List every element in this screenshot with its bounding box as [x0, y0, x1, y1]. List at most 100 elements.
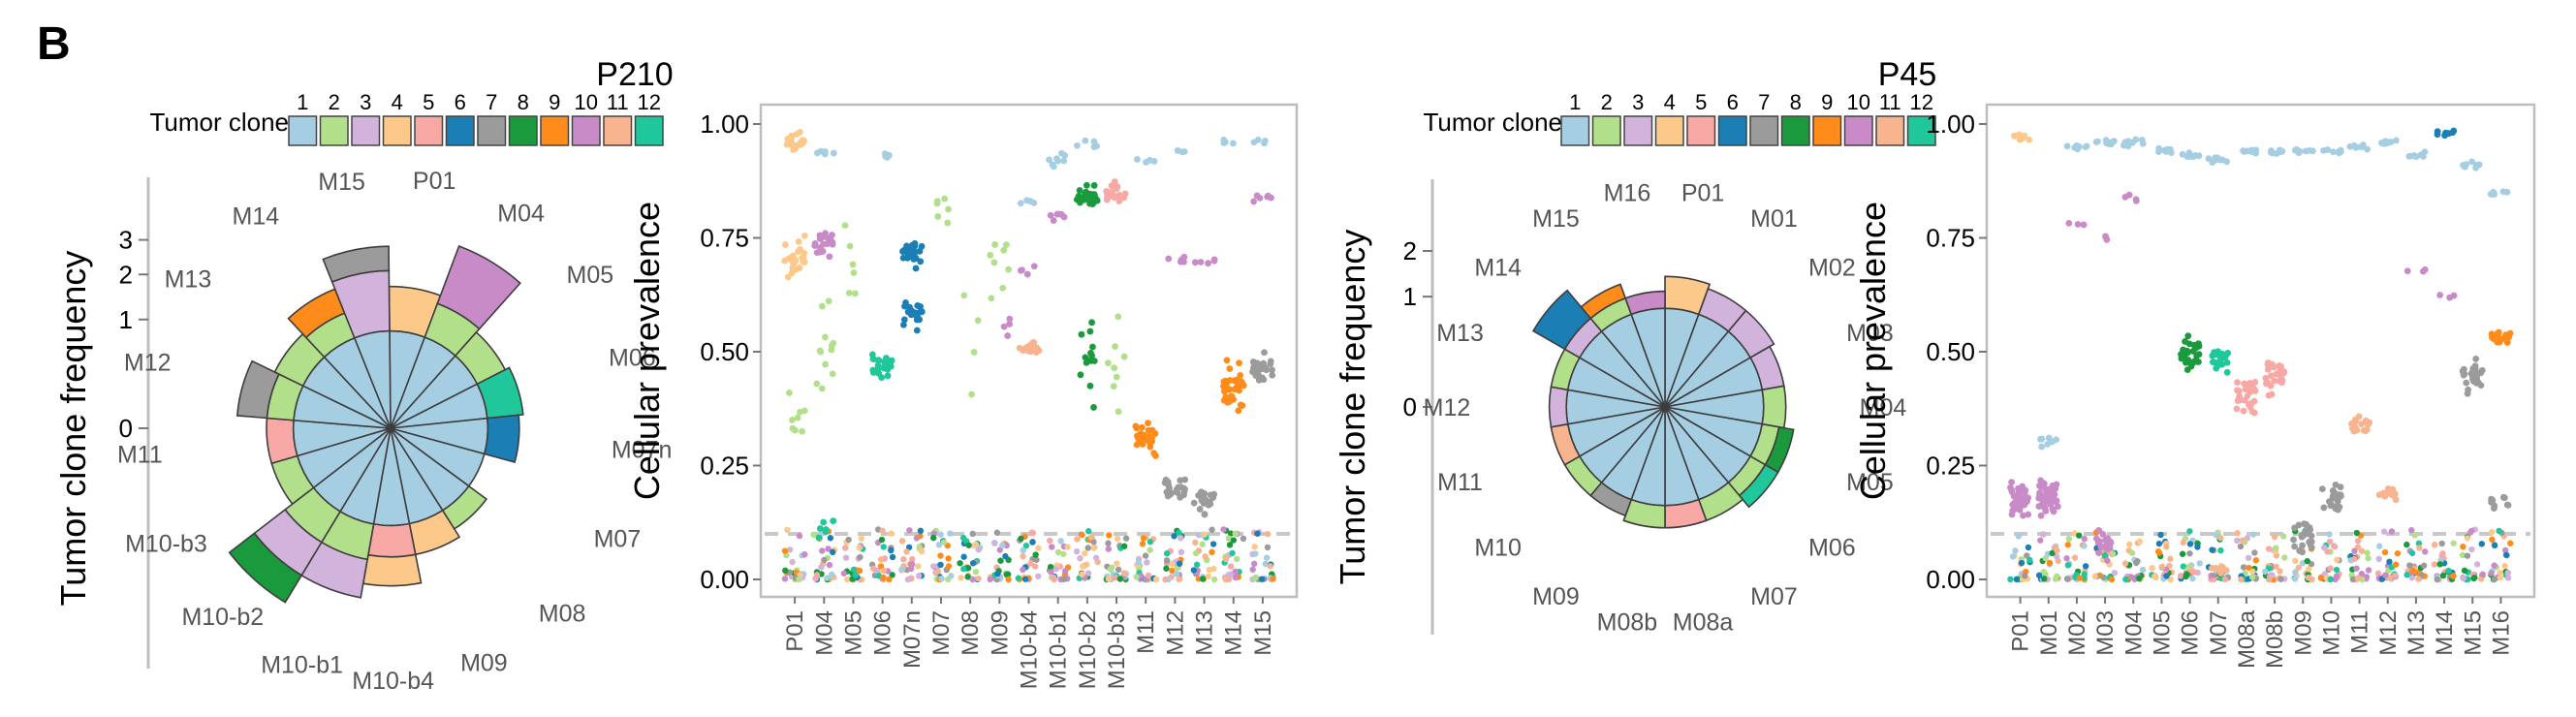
point-M08-clone-2 [972, 568, 980, 576]
point-M14-clone-10 [2436, 292, 2444, 298]
point-M10-b4-clone-11 [1020, 552, 1026, 560]
point-M10-b1-clone-4 [1064, 544, 1071, 550]
point-M10-b1-clone-1 [1057, 149, 1065, 157]
point-M10-b1-clone-5 [1051, 574, 1057, 581]
point-M16-clone-6 [2491, 542, 2498, 549]
point-M03-clone-4 [2091, 573, 2098, 580]
legend-number-3: 3 [1632, 90, 1644, 114]
point-M12-clone-11 [1176, 576, 1182, 583]
point-M08-clone-8 [964, 574, 971, 580]
point-M13-clone-6 [1209, 541, 1217, 547]
legend-swatch-8 [508, 115, 538, 146]
point-M09-clone-2 [999, 284, 1007, 292]
point-M06-clone-12 [885, 358, 893, 366]
point-M04-clone-4 [2136, 538, 2144, 546]
rose-y-tick-label: 0 [119, 414, 133, 443]
point-M11-clone-12 [1147, 539, 1154, 546]
point-M10-b3-clone-2 [1112, 343, 1118, 350]
point-M07-clone-6 [2209, 546, 2215, 553]
point-M14-clone-7 [2434, 576, 2440, 583]
point-M12-clone-9 [2392, 561, 2400, 568]
point-M12-clone-3 [2380, 528, 2388, 535]
point-M07n-clone-6 [909, 249, 917, 257]
point-M10-clone-1 [2326, 531, 2333, 538]
point-M07-clone-1 [2213, 531, 2219, 539]
point-P01-clone-10 [2025, 511, 2032, 518]
rose-sample-label-M08: M08 [539, 600, 586, 627]
point-M10-b2-clone-8 [1084, 192, 1092, 200]
point-M05-clone-2 [850, 269, 858, 276]
point-M08a-clone-11 [2239, 537, 2246, 544]
point-P01-clone-3 [789, 558, 796, 566]
point-P01-clone-7 [2022, 573, 2028, 579]
point-M04-clone-2 [828, 346, 835, 354]
point-M04-clone-2 [810, 531, 817, 539]
legend-swatch-12 [1906, 115, 1936, 146]
point-M09-clone-2 [991, 241, 999, 248]
point-M14-clone-9 [1237, 371, 1244, 379]
rose-sample-label-M05: M05 [1846, 469, 1894, 496]
point-M10-b3-clone-2 [1113, 373, 1120, 381]
legend-number-11: 11 [607, 90, 629, 114]
point-M11-clone-11 [2358, 547, 2366, 554]
point-M04-clone-12 [820, 518, 828, 526]
point-M14-clone-5 [2439, 550, 2446, 557]
point-M12-clone-11 [2389, 485, 2397, 493]
legend-number-7: 7 [486, 90, 497, 114]
point-M08b-clone-1 [2274, 149, 2280, 157]
point-M06-clone-11 [877, 556, 885, 563]
point-M11-clone-1 [1134, 156, 1141, 163]
point-M09-clone-2 [987, 251, 994, 259]
point-M06-clone-8 [2183, 347, 2191, 355]
point-M04-clone-2 [822, 360, 829, 368]
strip-x-label-M03: M03 [2092, 610, 2119, 656]
point-M07n-clone-6 [917, 527, 925, 535]
point-M01-clone-3 [2054, 553, 2060, 560]
point-M10-clone-7 [2332, 481, 2340, 488]
point-P01-clone-3 [786, 546, 794, 553]
point-M15-clone-7 [1260, 359, 1268, 367]
point-M02-clone-1 [2081, 543, 2088, 549]
point-M09-clone-7 [2290, 536, 2297, 544]
point-M03-clone-10 [2095, 527, 2103, 535]
point-M05-clone-4 [856, 545, 863, 551]
legend-number-8: 8 [518, 90, 529, 114]
point-M09-clone-10 [1004, 332, 1012, 339]
point-M06-clone-5 [2190, 569, 2197, 576]
rose-sample-label-M08a: M08a [1673, 609, 1734, 637]
point-M10-b3-clone-2 [1110, 383, 1117, 390]
point-M12-clone-8 [1163, 565, 1170, 572]
point-P01-clone-12 [2007, 576, 2014, 583]
point-M10-b3-clone-11 [1120, 570, 1128, 577]
point-M14-clone-3 [1225, 572, 1232, 578]
point-M05-clone-2 [846, 242, 854, 250]
point-M09-clone-1 [999, 542, 1006, 548]
point-M04-clone-10 [829, 232, 835, 238]
point-M07-clone-1 [2212, 154, 2219, 162]
strip-plot-p210: 0.00 0.25 0.50 0.75 1.00 Cellular prevalence P… [627, 103, 1299, 689]
point-M09-clone-10 [1000, 323, 1008, 330]
point-M13-clone-2 [1192, 549, 1200, 557]
point-M12-clone-11 [2381, 492, 2389, 500]
point-M09-clone-6 [994, 570, 1001, 577]
strip-y-axis-label: Cellular prevalence [627, 202, 667, 500]
point-M10-b2-clone-3 [1084, 570, 1092, 577]
point-M08b-clone-2 [2279, 533, 2287, 540]
point-M10-b3-clone-2 [1120, 353, 1128, 360]
point-M11-clone-10 [2358, 571, 2366, 577]
point-M07-clone-2 [945, 205, 952, 213]
point-M12-clone-1 [1178, 148, 1186, 156]
strip-x-label-M11: M11 [1133, 610, 1159, 654]
point-M10-b4-clone-12 [1022, 543, 1030, 549]
strip-x-label-M02: M02 [2064, 610, 2090, 656]
point-P01-clone-10 [801, 551, 808, 558]
point-M01-clone-1 [2053, 436, 2060, 444]
point-M02-clone-10 [2074, 221, 2082, 228]
point-M10-b4-clone-11 [1026, 342, 1034, 349]
point-M15-clone-7 [2474, 370, 2482, 377]
point-M04-clone-2 [816, 347, 824, 355]
point-M09-clone-7 [2303, 530, 2310, 538]
point-M14-clone-8 [2436, 561, 2443, 568]
point-M10-b1-clone-10 [1050, 217, 1057, 224]
rose-sample-label-M08b: M08b [1597, 609, 1658, 637]
